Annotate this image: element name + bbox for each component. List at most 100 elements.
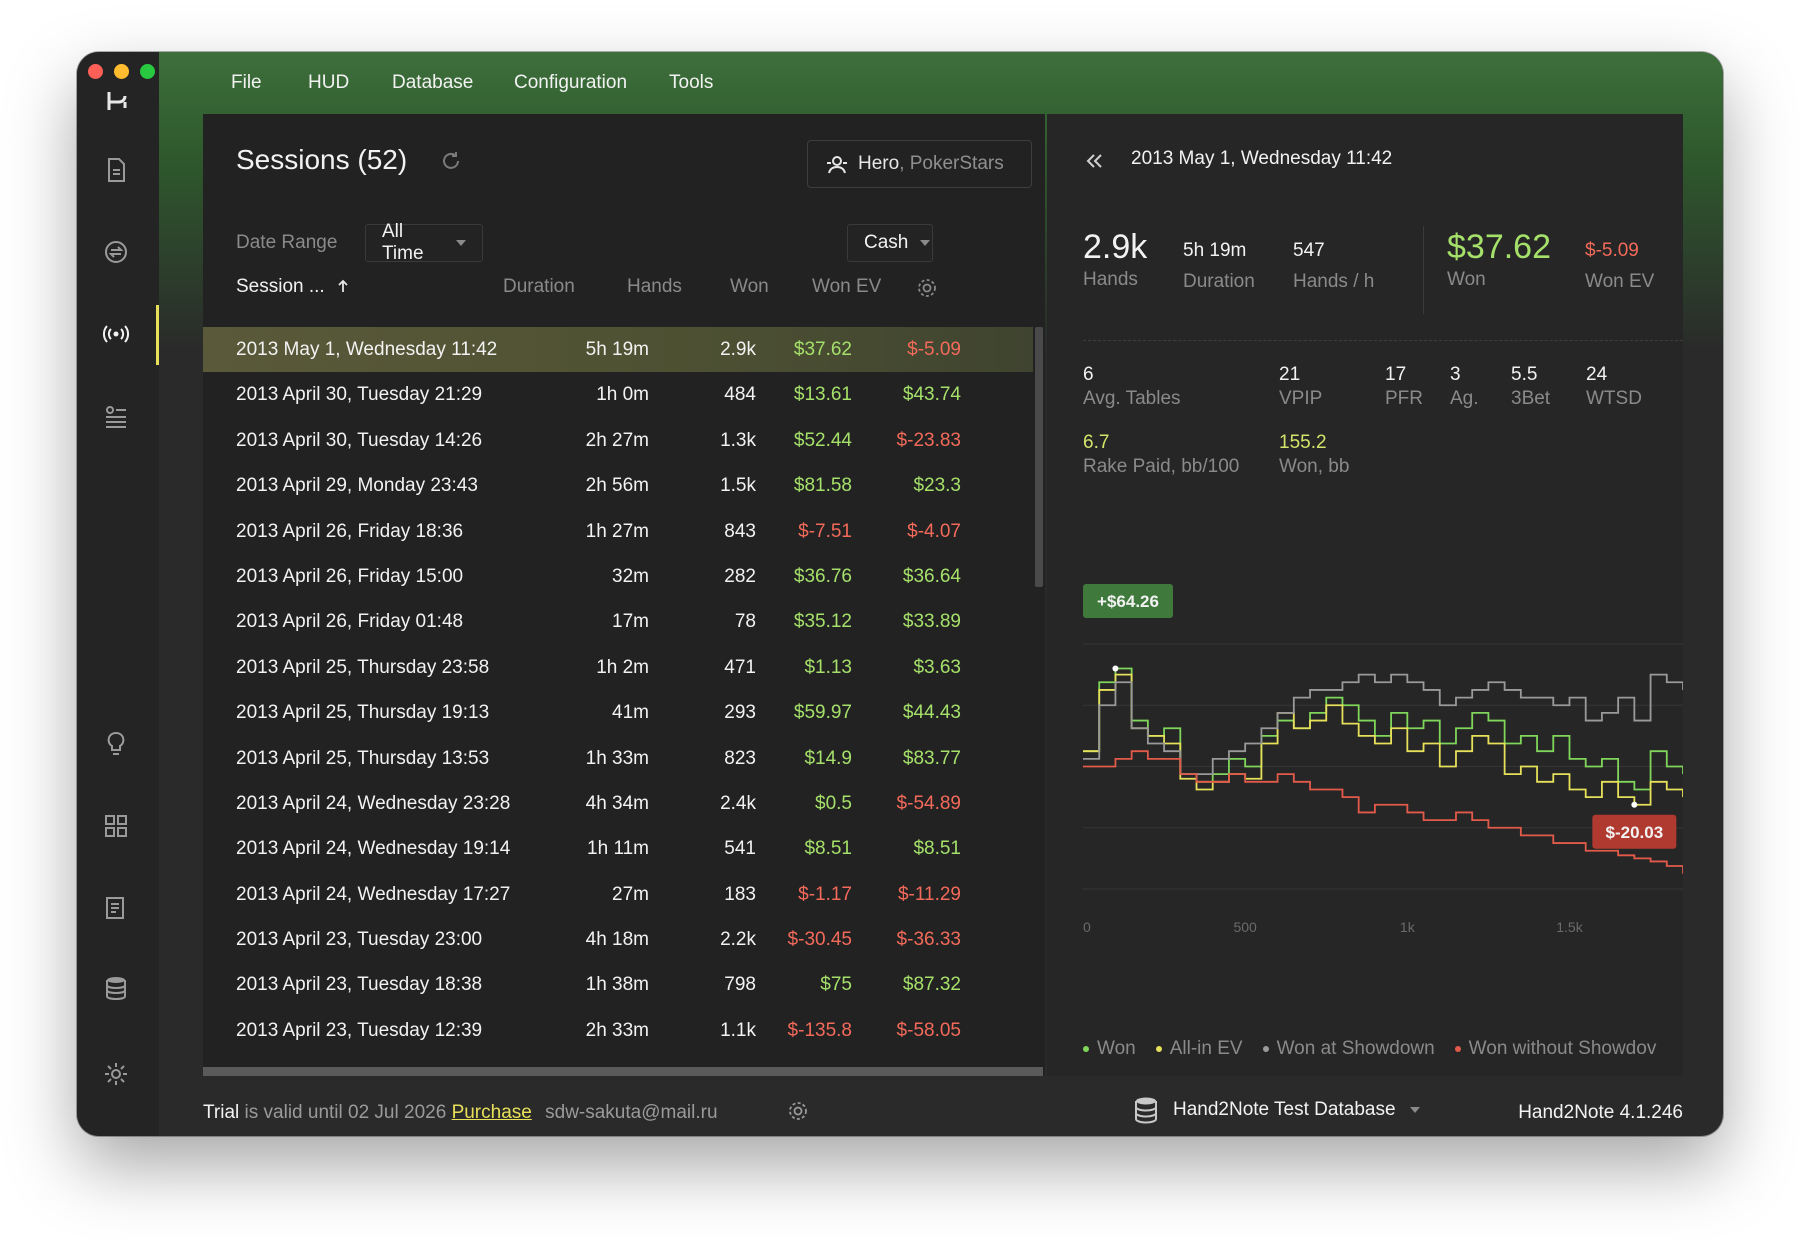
column-session-label: Session ...: [236, 276, 325, 297]
stat-hph-label: Hands / h: [1293, 271, 1375, 292]
cell-won-ev: $-11.29: [897, 883, 961, 905]
max-annotation-label: +$64.26: [1097, 592, 1159, 611]
legend-item-won-without-showdown[interactable]: Won without Showdov: [1454, 1038, 1656, 1060]
legend-label: All-in EV: [1169, 1038, 1243, 1059]
cell-won-ev: $-54.89: [896, 792, 961, 814]
close-window-button[interactable]: [88, 64, 103, 79]
table-row[interactable]: 2013 April 25, Thursday 23:58 1h 2m 471 $1.…: [203, 645, 1033, 690]
game-type-dropdown[interactable]: Cash: [847, 224, 933, 262]
account-settings-gear-icon[interactable]: [787, 1100, 809, 1122]
table-row[interactable]: 2013 April 23, Tuesday 12:39 2h 33m 1.1k $-…: [203, 1008, 1033, 1053]
chevron-down-icon: [1409, 1107, 1420, 1113]
cell-won-ev: $-58.05: [896, 1019, 961, 1041]
legend-item-won-at-showdown[interactable]: Won at Showdown: [1262, 1038, 1435, 1060]
column-header-session[interactable]: Session ...: [236, 276, 350, 298]
minimize-window-button[interactable]: [114, 64, 129, 79]
cell-won-ev: $43.74: [902, 384, 961, 406]
live-icon[interactable]: [96, 314, 136, 354]
cell-won: $14.9: [804, 747, 852, 769]
cell-won: $-7.51: [798, 520, 852, 542]
cell-hands: 1.3k: [720, 429, 756, 451]
stat-won: $37.62 Won: [1447, 228, 1551, 291]
table-row[interactable]: 2013 April 25, Thursday 19:13 41m 293 $59.9…: [203, 690, 1033, 735]
cell-won: $37.62: [793, 339, 852, 360]
cell-won-ev: $83.77: [902, 747, 961, 769]
cell-session: 2013 April 30, Tuesday 21:29: [236, 384, 483, 406]
table-row[interactable]: 2013 April 23, Tuesday 18:38 1h 38m 798 $75…: [203, 962, 1033, 1007]
table-row[interactable]: 2013 April 23, Tuesday 23:00 4h 18m 2.2k $-…: [203, 917, 1033, 962]
table-row[interactable]: 2013 April 26, Friday 01:48 17m 78 $35.12 $3…: [203, 599, 1033, 644]
database-icon[interactable]: [96, 968, 136, 1008]
stat-label: Won, bb: [1279, 456, 1350, 477]
database-selector[interactable]: Hand2Note Test Database: [1133, 1096, 1420, 1124]
stats-divider: [1083, 340, 1683, 341]
cell-duration: 41m: [612, 702, 649, 724]
cell-won-ev: $33.89: [902, 611, 961, 633]
cell-duration: 1h 11m: [587, 838, 649, 860]
table-row[interactable]: 2013 April 26, Friday 15:00 32m 282 $36.76 $…: [203, 554, 1033, 599]
table-row[interactable]: 2013 April 24, Wednesday 17:27 27m 183 $-1.…: [203, 872, 1033, 917]
stat-wtsd: 24 WTSD: [1586, 364, 1642, 410]
cell-hands: 541: [724, 838, 756, 860]
grid-icon[interactable]: [96, 806, 136, 846]
cell-won: $-135.8: [787, 1019, 852, 1041]
session-graph: 0 500 1k 1.5k +$64.26 $-20.03: [1083, 584, 1683, 935]
column-settings-gear-icon[interactable]: [916, 277, 938, 299]
stat-aggression: 3 Ag.: [1450, 364, 1479, 410]
table-row[interactable]: 2013 April 24, Wednesday 19:14 1h 11m 541 $…: [203, 826, 1033, 871]
collapse-double-chevron-icon[interactable]: [1083, 150, 1105, 172]
x-tick-label: 500: [1233, 919, 1257, 935]
menu-hud[interactable]: HUD: [308, 72, 350, 93]
vertical-scrollbar[interactable]: [1035, 327, 1043, 587]
legend-item-allin-ev[interactable]: All-in EV: [1155, 1038, 1243, 1060]
refresh-icon[interactable]: [440, 150, 462, 172]
stat-vpip: 21 VPIP: [1279, 364, 1322, 410]
stat-hands-per-hour: 547 Hands / h: [1293, 228, 1374, 293]
cell-session: 2013 April 25, Thursday 23:58: [236, 656, 490, 678]
cell-won: $35.12: [793, 611, 852, 633]
stat-3bet: 5.5 3Bet: [1511, 364, 1550, 410]
column-header-won[interactable]: Won: [730, 276, 769, 297]
table-row[interactable]: 2013 April 30, Tuesday 14:26 2h 27m 1.3k $5…: [203, 418, 1033, 463]
table-row[interactable]: 2013 April 30, Tuesday 21:29 1h 0m 484 $13.…: [203, 372, 1033, 417]
notes-icon[interactable]: [96, 888, 136, 928]
purchase-link[interactable]: Purchase: [451, 1102, 532, 1123]
stat-won-bb: 155.2 Won, bb: [1279, 432, 1349, 478]
menu-database[interactable]: Database: [392, 72, 474, 93]
table-row[interactable]: 2013 April 29, Monday 23:43 2h 56m 1.5k $81…: [203, 463, 1033, 508]
hero-selector-button[interactable]: Hero, PokerStars: [807, 140, 1032, 188]
stat-value: 3: [1450, 364, 1461, 385]
menu-tools[interactable]: Tools: [669, 72, 714, 93]
table-row[interactable]: 2013 April 24, Wednesday 23:28 4h 34m 2.4k…: [203, 781, 1033, 826]
app-version: Hand2Note 4.1.246: [1518, 1102, 1683, 1123]
lightbulb-icon[interactable]: [96, 724, 136, 764]
date-range-dropdown[interactable]: All Time: [365, 221, 483, 264]
settings-icon[interactable]: [96, 1054, 136, 1094]
table-row[interactable]: 2013 April 26, Friday 18:36 1h 27m 843 $-7.…: [203, 509, 1033, 554]
cell-duration: 1h 2m: [596, 656, 649, 678]
cell-hands: 1.1k: [720, 1019, 756, 1041]
replayer-icon[interactable]: [96, 232, 136, 272]
table-row[interactable]: 2013 May 1, Wednesday 11:42 5h 19m 2.9k $37…: [203, 327, 1033, 373]
menu-configuration[interactable]: Configuration: [514, 72, 628, 93]
min-annotation-badge: [1592, 814, 1677, 849]
cell-won: $13.61: [793, 384, 852, 406]
trial-label: Trial: [203, 1102, 240, 1123]
cell-hands: 78: [734, 611, 756, 633]
max-annotation-badge: [1083, 584, 1173, 618]
table-row[interactable]: 2013 April 25, Thursday 13:53 1h 33m 823 $1…: [203, 736, 1033, 781]
horizontal-scrollbar[interactable]: [203, 1067, 1043, 1076]
trial-info: Trial is valid until 02 Jul 2026 Purchas…: [203, 1102, 718, 1124]
cell-duration: 1h 27m: [585, 520, 649, 542]
maximize-window-button[interactable]: [140, 64, 155, 79]
legend-item-won[interactable]: Won: [1083, 1038, 1136, 1060]
report-icon[interactable]: [96, 396, 136, 436]
column-header-hands[interactable]: Hands: [627, 276, 682, 297]
column-header-won-ev[interactable]: Won EV: [812, 276, 882, 297]
document-icon[interactable]: [96, 150, 136, 190]
legend-label: Won: [1097, 1038, 1136, 1059]
stat-label: VPIP: [1279, 388, 1323, 409]
column-header-duration[interactable]: Duration: [503, 276, 575, 297]
menu-bar: File HUD Database Configuration Tools: [159, 52, 1723, 112]
menu-file[interactable]: File: [231, 72, 262, 93]
